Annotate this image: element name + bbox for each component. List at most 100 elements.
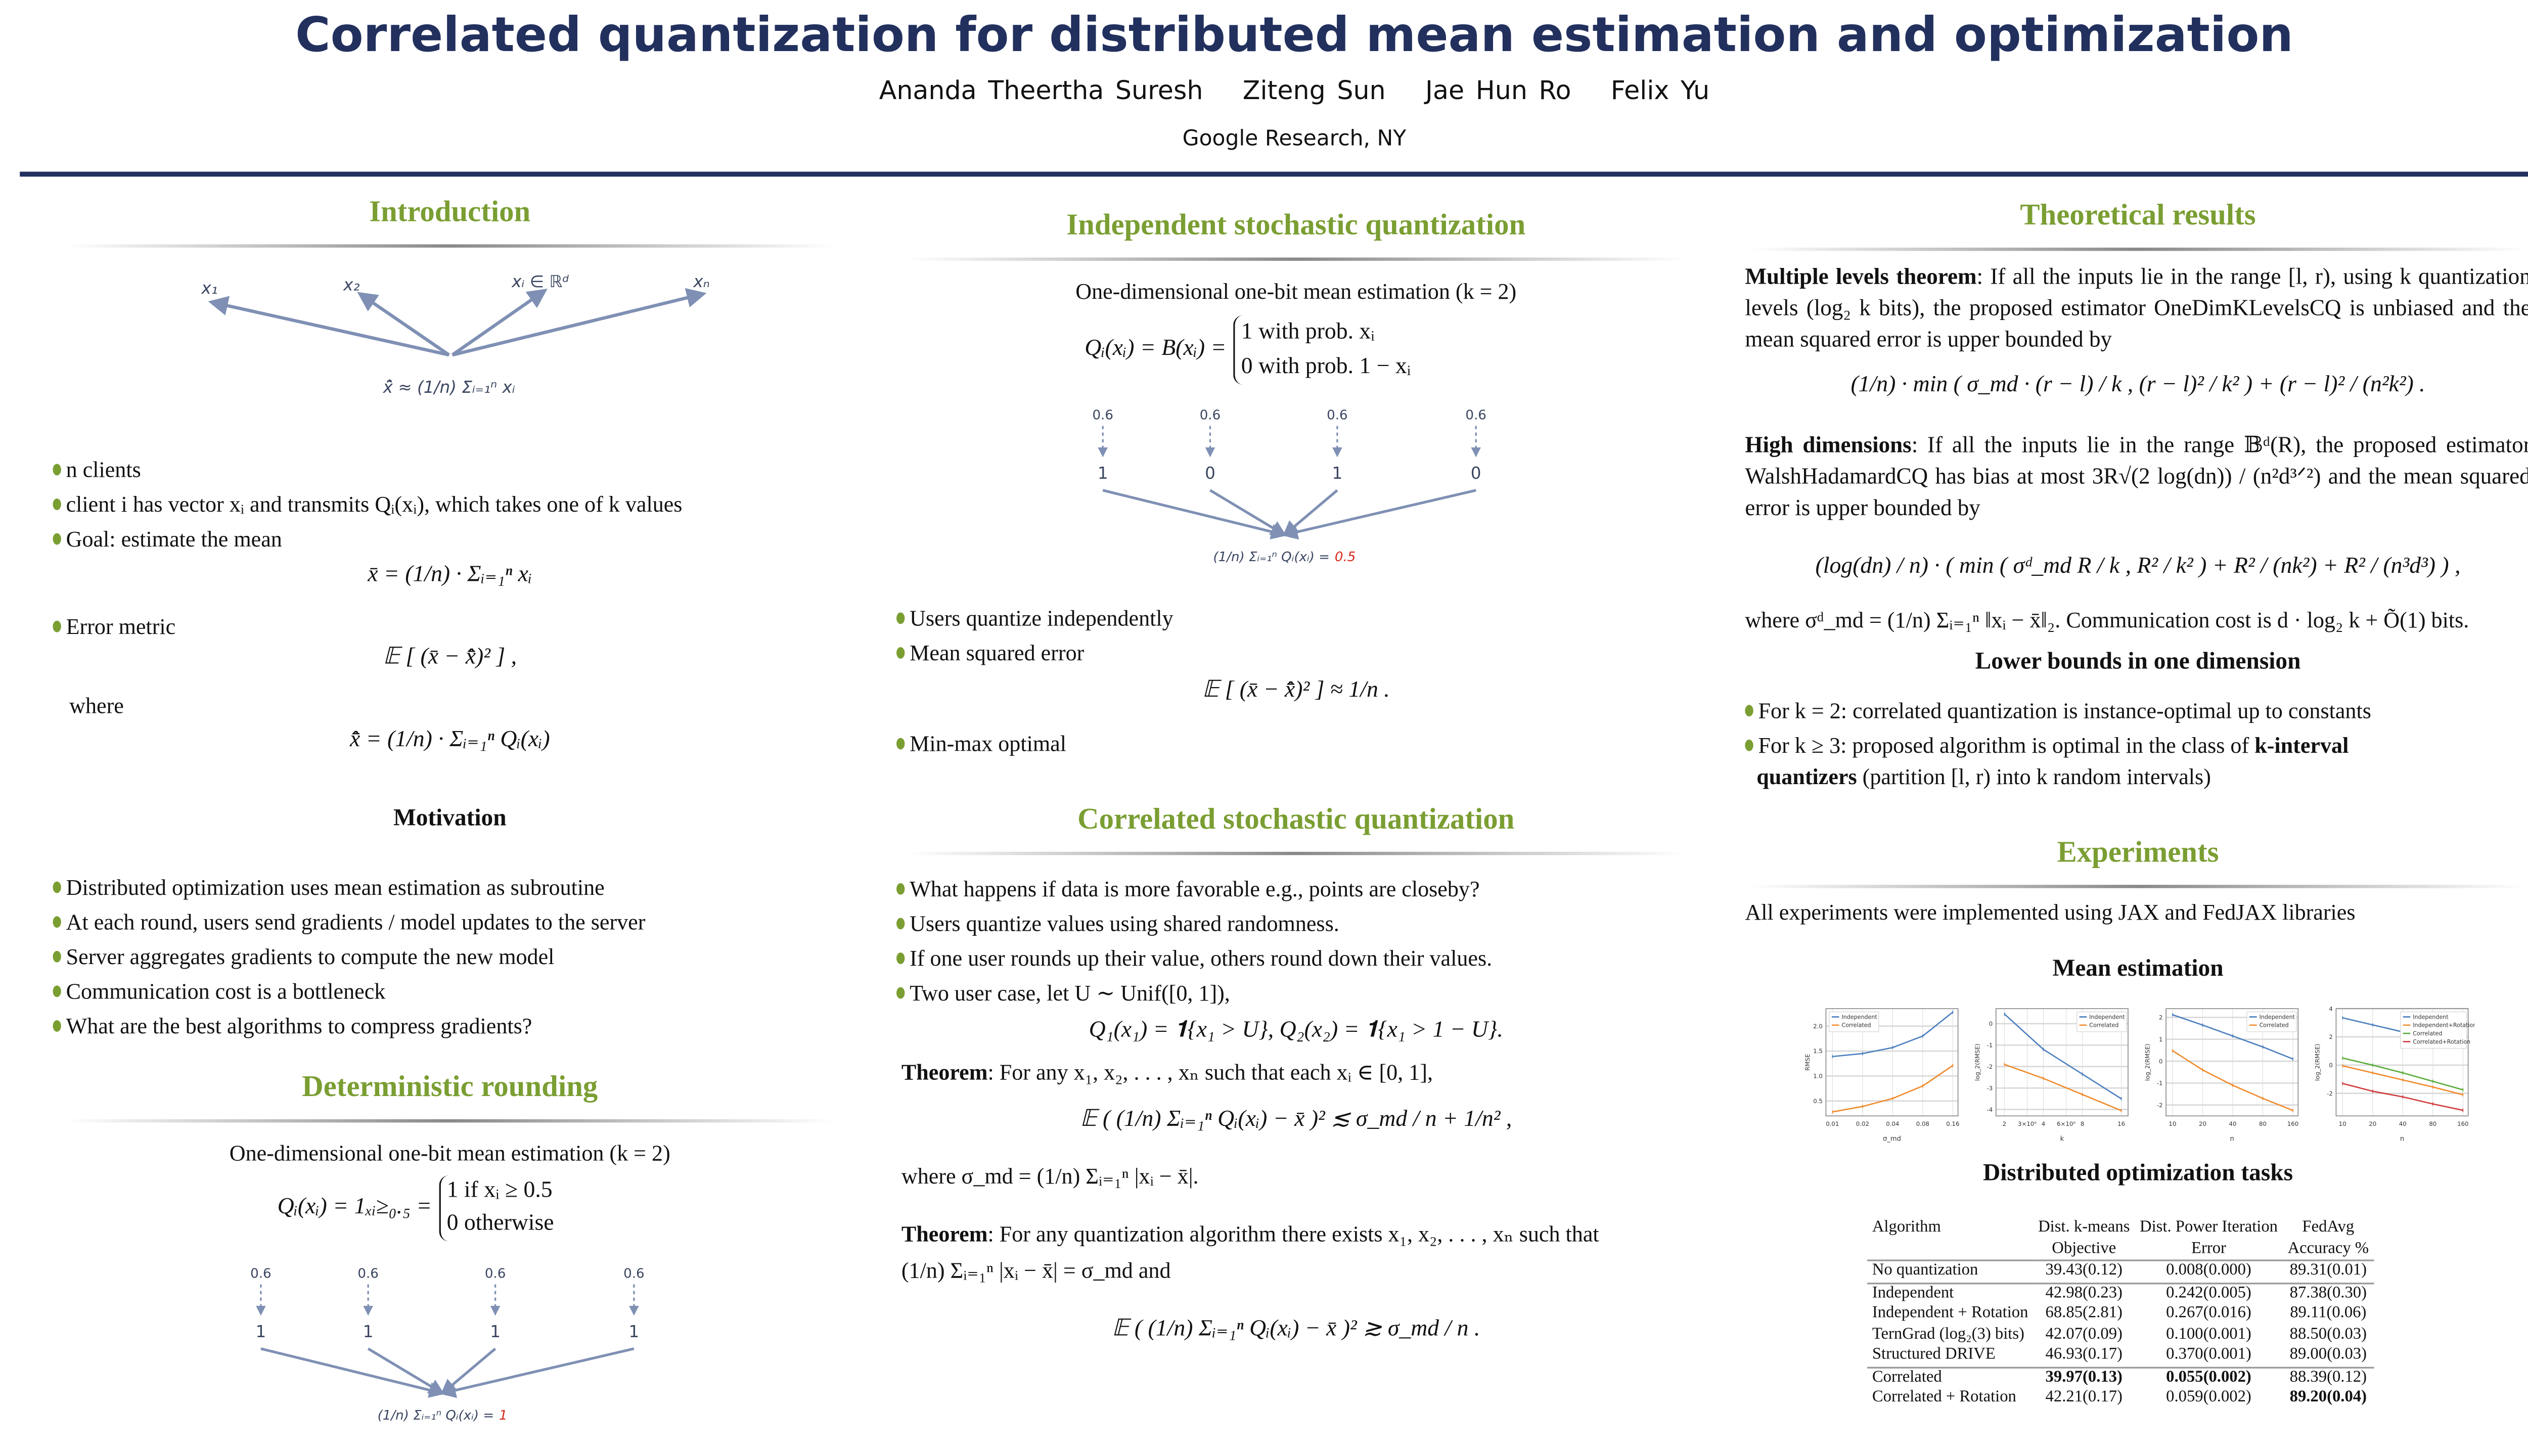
case: 0 otherwise [446,1211,554,1237]
section-title-experiments: Experiments [2057,835,2219,869]
estimator-formula: x̄̂ = (1/n) · Σᵢ₌₁ⁿ Qᵢ(xᵢ) [349,727,550,753]
aggregation-arrow [367,1347,445,1395]
legend-label: Correlated [1841,1022,1871,1029]
mean-formula: x̄ = (1/n) · Σᵢ₌₁ⁿ xᵢ [368,563,532,588]
quantized-value: 1 [363,1322,374,1341]
y-tick-label: -2 [1987,1063,1993,1070]
x-tick-label: 0.16 [1946,1120,1959,1127]
bullet-text: For k ≥ 3: proposed algorithm is optimal… [1758,733,2255,758]
bullet-bold: quantizers [1756,764,1857,789]
x-tick-label: 20 [2199,1120,2206,1127]
table-row: Correlated 39.97(0.13) 0.055(0.002) 88.39(0… [1867,1366,2374,1389]
section-divider [66,1119,834,1123]
author: Ziteng Sun [1242,76,1386,106]
theorem-label: Theorem [901,1060,988,1085]
y-tick-label: 4 [2329,1005,2332,1012]
input-value: 0.6 [1200,407,1221,423]
input-value: 0.6 [485,1266,506,1281]
section-title-independent: Independent stochastic quantization [1066,208,1526,241]
x-tick-label: 0.01 [1826,1120,1839,1127]
x-tick-label: 160 [2287,1120,2298,1127]
column-header: Accuracy % [2287,1239,2369,1257]
average-result: (1/n) Σᵢ₌₁ⁿ Qᵢ(xᵢ) = 1 [378,1408,508,1423]
author: Ananda Theertha Suresh [879,76,1203,106]
x-tick-label: 8 [2081,1120,2084,1127]
table-cell: Structured DRIVE [1872,1345,1996,1364]
table-cell: 89.00(0.03) [2289,1345,2367,1364]
section-title-correlated: Correlated stochastic quantization [1077,802,1515,836]
section-title-deterministic: Deterministic rounding [302,1069,598,1103]
legend [1829,1012,1879,1032]
series-line [2004,1013,2122,1100]
table-cell: 88.39(0.12) [2282,1366,2374,1389]
bullet: Two user case, let U ∼ Unif([0, 1]), [896,981,1230,1007]
lower-bounds-title: Lower bounds in one dimension [1975,649,2301,675]
legend-label: Correlated [2260,1022,2289,1029]
bullet: At each round, users send gradients / mo… [53,909,646,936]
table-cell: Independent [1867,1282,2034,1304]
x-tick-label: 40 [2229,1120,2236,1127]
theorem-text: : For any quantization algorithm there e… [987,1221,1599,1247]
series-line [2004,1064,2122,1111]
legend-label: Correlated+Rotation [2413,1038,2470,1045]
x-tick-label: 2 [2003,1120,2006,1127]
case: 1 with prob. xᵢ [1241,320,1375,345]
theorem-text: : If all the inputs lie in the range 𝔹ᵈ(… [1745,432,2528,520]
table-cell: 42.21(0.17) [2045,1388,2123,1407]
aggregation-arrow [1282,489,1476,540]
column-header: Dist. k-means [2038,1218,2130,1237]
table-cell: 0.059(0.002) [2166,1388,2251,1407]
bullet: For k ≥ 3: proposed algorithm is optimal… [1745,733,2349,759]
average-result: (1/n) Σᵢ₌₁ⁿ Qᵢ(xᵢ) = 0.5 [1213,550,1356,565]
theorem-text: : If all the inputs lie in the range [l,… [1745,264,2528,352]
legend-label: Independent+Rotation [2413,1022,2474,1029]
table-header-row: Algorithm Dist. k-means Dist. Power Iterat… [1867,1218,2374,1239]
legend [2400,1012,2467,1049]
bullet: n clients [53,457,141,483]
theorem-2-formula: 𝔼 ( (1/n) Σᵢ₌₁ⁿ Qᵢ(xᵢ) − x̄ )² ≳ σ_md / … [1112,1317,1480,1342]
legend-label: Independent [2089,1014,2125,1020]
subtitle: One-dimensional one-bit mean estimation … [229,1141,670,1166]
dist-opt-title: Distributed optimization tasks [1983,1160,2293,1187]
theorem-label: High dimensions [1745,432,1912,458]
section-title-introduction: Introduction [369,195,531,228]
bullet-continuation: quantizers (partition [l, r) into k rand… [1756,764,2211,791]
quantized-value: 1 [1332,464,1343,483]
table-cell: 89.20(0.04) [2289,1388,2367,1407]
column-header: Dist. Power Iteration [2140,1218,2278,1237]
bullet-bold: k-interval [2254,733,2349,758]
quantized-value: 1 [628,1322,639,1341]
table-cell: Correlated + Rotation [1872,1388,2016,1407]
bullet: Users quantize independently [896,606,1173,632]
bullet: Distributed optimization uses mean estim… [53,875,605,901]
average-formula: (1/n) Σᵢ₌₁ⁿ Qᵢ(xᵢ) = [1213,550,1330,565]
y-tick-label: 0 [2329,1062,2332,1069]
diagram-label: xₙ [693,272,709,291]
author: Felix Yu [1610,76,1710,106]
theorem-1: Theorem: For any x₁, x₂, . . . , xₙ such… [901,1060,1433,1086]
mean-estimation-title: Mean estimation [2052,956,2224,982]
bullet: If one user rounds up their value, other… [896,946,1492,972]
legend-label: Independent [1841,1014,1877,1020]
x-tick-label: 16 [2117,1120,2125,1127]
y-tick-label: 0 [1989,1020,1993,1027]
high-dimensions-theorem: High dimensions: If all the inputs lie i… [1745,429,2528,523]
table-cell: No quantization [1867,1259,2034,1283]
quantized-value: 0 [1471,464,1481,483]
table-cell: 42.07(0.09) [2045,1325,2123,1343]
bullet: Error metric [53,614,176,641]
bernoulli-formula: Qᵢ(xᵢ) = B(xᵢ) = 1 with prob. xᵢ 0 with … [1085,315,1411,385]
diagram-label: x₁ [201,279,217,298]
x-axis-label: n [2400,1135,2404,1143]
author-list: Ananda Theertha Suresh Ziteng Sun Jae Hun … [0,76,2528,106]
header-divider [20,171,2528,177]
section-title-theory: Theoretical results [2020,198,2256,232]
table-cell: 68.85(2.81) [2045,1304,2123,1323]
column-header: Error [2191,1239,2226,1257]
table-cell: 0.100(0.001) [2166,1325,2251,1343]
where-label: where [69,693,124,718]
y-tick-label: 2 [2329,1033,2332,1040]
y-tick-label: 1 [2159,1036,2162,1043]
theorem-1-where: where σ_md = (1/n) Σᵢ₌₁ⁿ |xᵢ − x̄|. [901,1164,1199,1189]
bullet-text: (partition [l, r) into k random interval… [1857,764,2211,789]
